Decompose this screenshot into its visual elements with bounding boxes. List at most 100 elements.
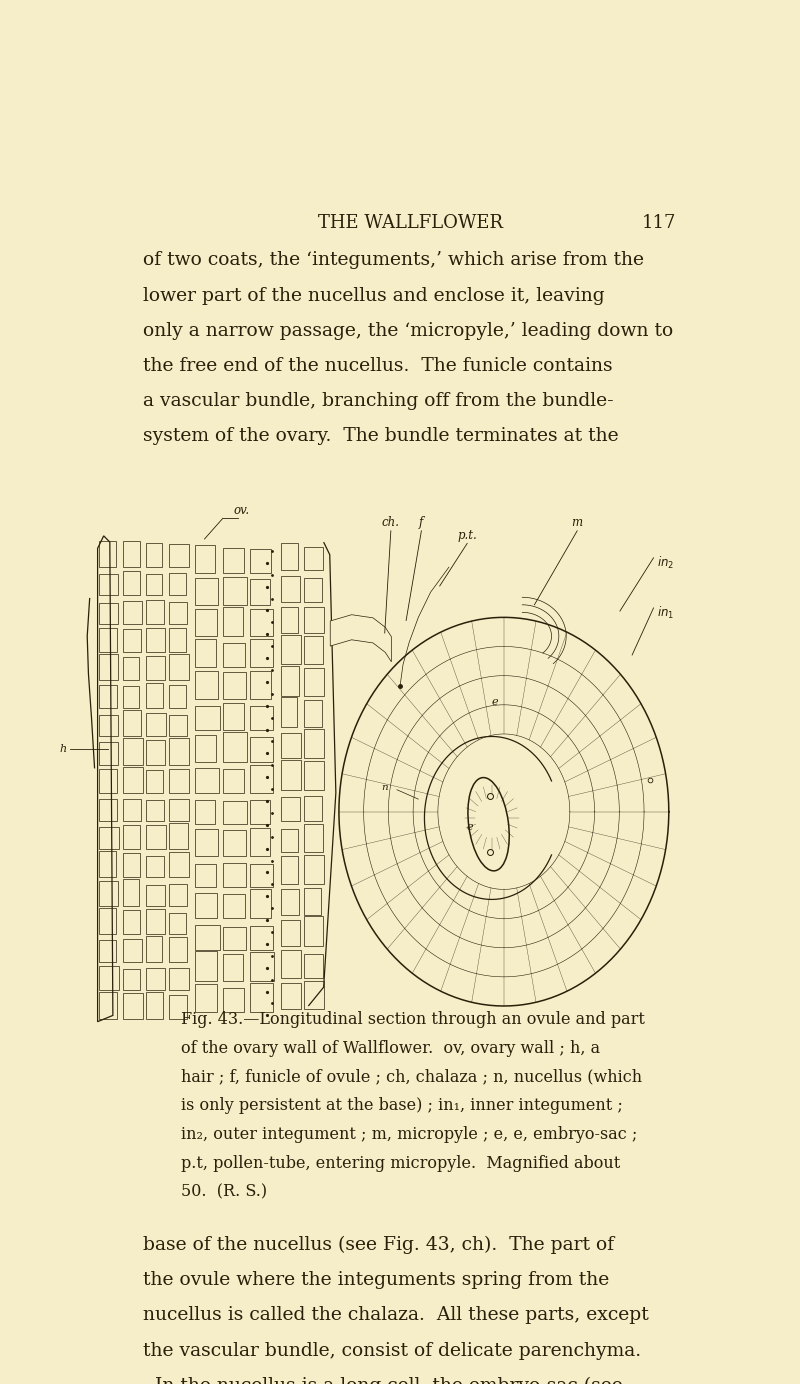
Bar [304,547,322,570]
Bar [304,954,322,977]
Bar [223,577,246,605]
Bar [146,969,165,991]
Bar [250,864,273,887]
Bar [146,770,163,793]
Bar [99,685,117,709]
Bar [195,894,218,918]
Bar [146,656,165,680]
Bar [281,760,301,790]
Bar [281,544,298,570]
Text: of two coats, the ‘integuments,’ which arise from the: of two coats, the ‘integuments,’ which a… [143,252,645,270]
Bar [250,706,274,731]
Bar [250,765,273,793]
Bar [281,797,300,821]
Text: e: e [467,822,474,833]
Bar [99,966,118,991]
Bar [146,909,165,934]
Bar [223,548,244,573]
Bar [250,952,274,981]
Bar [122,938,142,962]
Text: base of the nucellus (see Fig. 43, ch).  The part of: base of the nucellus (see Fig. 43, ch). … [143,1236,614,1254]
Bar [99,541,116,567]
Bar [169,628,186,652]
Bar [146,684,162,709]
Bar [99,742,118,765]
Bar [99,602,118,624]
Bar [169,884,186,905]
Text: Fig. 43.—Longitudinal section through an ovule and part: Fig. 43.—Longitudinal section through an… [181,1012,645,1028]
Bar [250,889,270,918]
Bar [304,889,321,915]
Bar [281,732,301,758]
Bar [99,908,116,934]
Bar [99,628,117,652]
Bar [195,670,218,699]
Bar [146,884,165,905]
Bar [146,601,164,624]
Bar [122,911,139,934]
Bar [304,761,323,790]
Bar [304,796,322,821]
Text: m: m [572,516,582,530]
Bar [281,608,298,632]
Bar [223,988,244,1012]
Bar [169,799,189,821]
Text: system of the ovary.  The bundle terminates at the: system of the ovary. The bundle terminat… [143,428,619,446]
Bar [122,992,142,1019]
Text: hair ; f, funicle of ovule ; ch, chalaza ; n, nucellus (which: hair ; f, funicle of ovule ; ch, chalaza… [181,1068,642,1085]
Text: a vascular bundle, branching off from the bundle-: a vascular bundle, branching off from th… [143,392,614,410]
Bar [223,864,246,887]
Bar [99,828,119,850]
Bar [223,894,245,918]
Bar [99,716,118,736]
Bar [250,609,273,637]
Bar [169,851,189,877]
Bar [250,926,273,949]
Bar [304,700,322,727]
Bar [99,851,116,877]
Bar [169,544,189,567]
Bar [146,574,162,595]
Bar [223,954,242,981]
Text: ov.: ov. [233,504,250,516]
Text: lower part of the nucellus and enclose it, leaving: lower part of the nucellus and enclose i… [143,286,605,304]
Bar [146,713,166,736]
Bar [250,738,273,761]
Text: only a narrow passage, the ‘micropyle,’ leading down to: only a narrow passage, the ‘micropyle,’ … [143,321,674,339]
Bar [122,657,139,680]
Text: n: n [382,783,388,792]
Bar [122,686,139,709]
Bar [122,572,140,595]
Bar [146,543,162,567]
Bar [304,729,324,758]
Bar [195,984,218,1012]
Bar [122,601,142,624]
Bar [304,608,324,632]
Bar [122,853,140,877]
Bar [304,579,322,602]
Bar [223,732,247,761]
Bar [223,644,245,667]
Bar [99,770,117,793]
Bar [146,992,162,1019]
Bar [281,951,301,977]
Text: ch.: ch. [382,516,400,530]
Bar [195,951,217,981]
Bar [122,710,142,736]
Bar [250,800,270,825]
Bar [250,983,274,1012]
Bar [122,969,140,991]
Bar [99,573,118,595]
Bar [169,573,186,595]
Bar [195,829,218,855]
Bar [195,925,219,949]
Bar [169,912,186,934]
Bar [99,992,118,1019]
Bar [195,579,218,605]
Bar [99,655,118,680]
Text: e: e [491,698,498,707]
Bar [122,767,142,793]
Bar [223,770,244,793]
Text: is only persistent at the base) ; in₁, inner integument ;: is only persistent at the base) ; in₁, i… [181,1098,622,1114]
Bar [169,967,189,991]
